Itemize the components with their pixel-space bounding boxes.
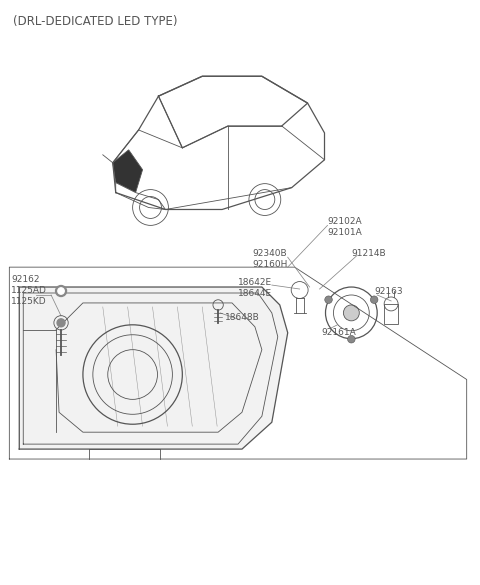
Text: 92163: 92163 <box>374 287 403 296</box>
Text: 18642E: 18642E <box>238 278 272 287</box>
Text: 92160H: 92160H <box>252 260 288 269</box>
Bar <box>384 304 398 324</box>
Text: 91214B: 91214B <box>351 249 386 258</box>
Text: (DRL-DEDICATED LED TYPE): (DRL-DEDICATED LED TYPE) <box>13 15 178 27</box>
Text: 92340B: 92340B <box>252 249 287 258</box>
Text: 92162: 92162 <box>12 275 40 284</box>
Text: 1125AD: 1125AD <box>12 286 47 295</box>
Text: 92102A: 92102A <box>327 218 362 226</box>
Polygon shape <box>113 150 143 192</box>
Circle shape <box>58 288 64 294</box>
Circle shape <box>56 285 67 297</box>
Text: 18644E: 18644E <box>238 289 272 298</box>
Text: 1125KD: 1125KD <box>12 297 47 306</box>
Polygon shape <box>116 183 166 209</box>
Circle shape <box>348 335 355 343</box>
Circle shape <box>343 305 360 321</box>
Circle shape <box>57 319 65 327</box>
Text: 92101A: 92101A <box>327 228 362 238</box>
Text: 18648B: 18648B <box>225 313 260 322</box>
Text: 92161A: 92161A <box>322 328 356 337</box>
Circle shape <box>325 296 332 304</box>
Polygon shape <box>19 287 288 449</box>
Circle shape <box>371 296 378 304</box>
